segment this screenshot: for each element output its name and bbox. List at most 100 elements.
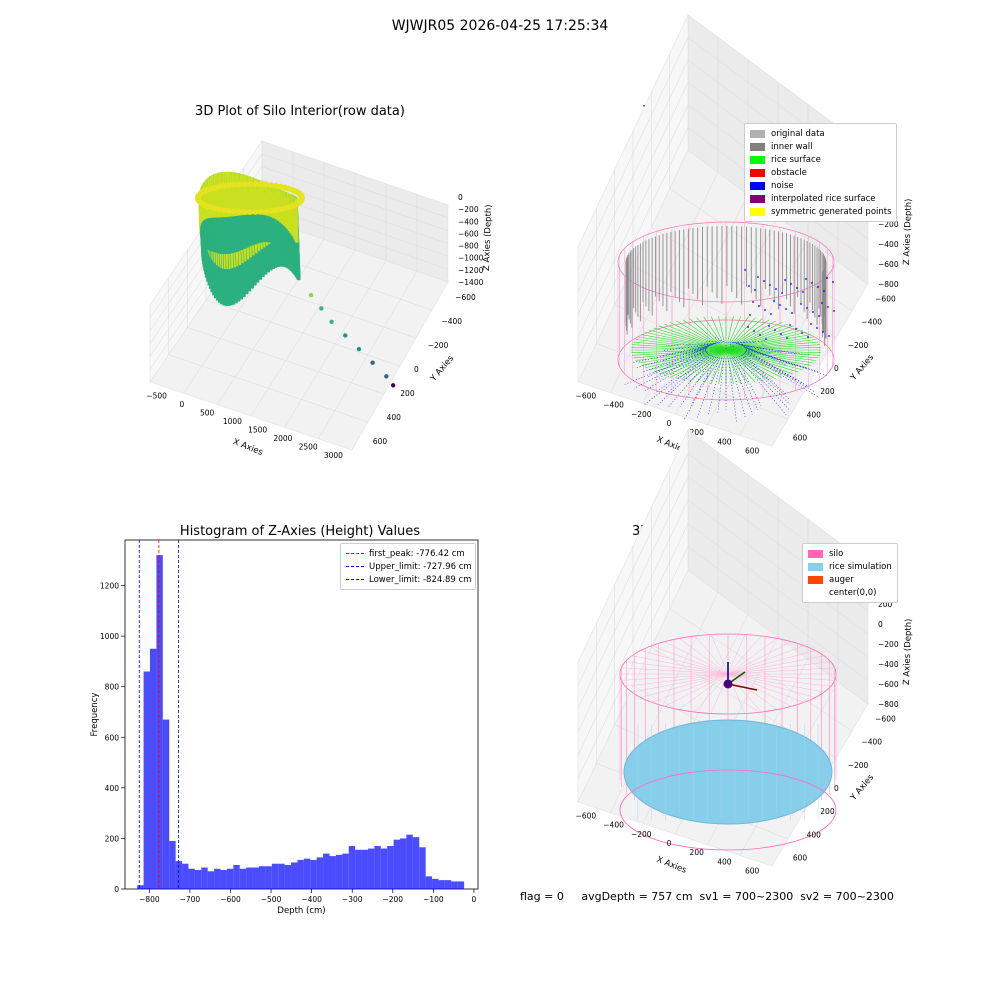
z-tick-label: −400 [878, 240, 899, 249]
histogram-bar [252, 867, 259, 889]
histogram-bar [258, 866, 266, 889]
noise-point [749, 314, 751, 316]
silo-roof-strut [727, 638, 778, 675]
rim-point [257, 181, 264, 188]
rice-surface-ray [632, 349, 727, 356]
rim-point [221, 207, 227, 214]
rim-point [230, 208, 237, 215]
legend-swatch [808, 575, 823, 584]
rice-surface-ray [725, 349, 782, 378]
x-tick-label: −100 [423, 895, 444, 904]
outlier-point [390, 383, 396, 388]
rice-surface-ray [725, 349, 763, 382]
status-line: flag = 0 avgDepth = 757 cm sv1 = 700~230… [520, 890, 894, 903]
wall-point-streak [245, 175, 250, 215]
histogram-bar [316, 857, 324, 889]
rim-point [252, 208, 259, 215]
histogram-bar [297, 859, 304, 889]
y-axis-label: Y Axies [848, 352, 876, 383]
noise-ray [643, 354, 711, 406]
rice-surface-ray [696, 349, 727, 383]
noise-ray [666, 343, 715, 346]
histogram-bar [400, 838, 407, 889]
noise-ray [745, 350, 804, 384]
histogram-frame [124, 539, 479, 890]
rice-surface-ray [725, 320, 776, 351]
x-tick-label: 400 [717, 857, 732, 866]
histogram-bar [226, 868, 234, 889]
histogram-bar [457, 881, 465, 889]
noise-ray [744, 352, 820, 398]
legend-swatch [750, 155, 765, 164]
rice-surface-ray [718, 316, 727, 351]
noise-ray [730, 341, 744, 345]
silo-roof-strut [625, 673, 729, 687]
histogram-bar [451, 881, 458, 889]
rice-surface-ray [703, 349, 727, 384]
noise-point [811, 282, 813, 284]
histogram-bar [406, 834, 413, 889]
noise-ray [743, 345, 787, 366]
histogram-bar [284, 864, 292, 889]
rice-surface-ray [725, 349, 734, 384]
rim-point [230, 181, 237, 188]
outlier-point [384, 374, 389, 379]
rice-surface-ray [725, 316, 742, 351]
noise-point [816, 327, 818, 329]
silo-roof-strut [678, 673, 729, 710]
noise-point [802, 291, 804, 293]
noise-point [822, 331, 824, 333]
y-tick-label: 200 [400, 389, 415, 398]
rice-surface-ray [631, 349, 727, 353]
rim-point [257, 208, 264, 215]
noise-ray [717, 357, 725, 413]
y-tick-label: −200 [848, 761, 869, 770]
rim-point [216, 183, 223, 190]
outlier-point [370, 360, 375, 365]
noise-ray [744, 346, 798, 367]
rice-surface-ray [725, 344, 820, 351]
x-tick-label: −600 [220, 895, 241, 904]
y-tick-label: −200 [428, 341, 449, 350]
silo-roof-strut [678, 638, 729, 675]
y-tick-label: 200 [820, 807, 835, 816]
noise-ray [663, 343, 713, 351]
y-tick-label: 200 [105, 834, 120, 843]
x-tick-label: 600 [745, 446, 760, 455]
legend-swatch [750, 207, 765, 216]
y-axis-label: Frequency [90, 693, 100, 737]
x-axis-label: Depth (cm) [277, 906, 325, 916]
rice-surface-ray [725, 316, 734, 351]
noise-ray [733, 357, 758, 411]
y-tick-label: 400 [807, 410, 822, 419]
x-axis-label: X Axies [231, 437, 264, 458]
legend-line-sample [346, 566, 364, 567]
z-tick-label: −800 [458, 242, 479, 251]
outlier-point [308, 292, 314, 298]
rim-point [236, 208, 243, 215]
histogram-bar [143, 671, 150, 889]
histogram-bar [432, 878, 439, 889]
rice-surface-ray [718, 349, 727, 384]
histogram-bar [137, 885, 144, 889]
rice-surface-ray [725, 349, 776, 380]
rice-surface-ray [638, 336, 727, 351]
noise-ray [739, 355, 790, 410]
silo-roof-strut [727, 650, 816, 675]
center-marker [723, 679, 733, 689]
rice-surface-ray [653, 327, 727, 351]
x-tick-label: −600 [576, 812, 597, 821]
x-tick-label: 0 [179, 400, 184, 409]
noise-ray [727, 357, 737, 423]
noise-point [828, 335, 830, 337]
wall-point-streak [275, 188, 280, 221]
legend-entry: rice surface [750, 153, 891, 166]
noise-point [833, 310, 835, 312]
wall-point-streak [228, 172, 234, 217]
histogram-bar [348, 846, 356, 889]
legend-entry: first_peak: -776.42 cm [346, 547, 470, 560]
histogram-bar [444, 880, 452, 889]
histogram-bar [291, 862, 298, 889]
rice-surface-ray [644, 349, 727, 369]
rice-surface-ray [725, 349, 808, 369]
